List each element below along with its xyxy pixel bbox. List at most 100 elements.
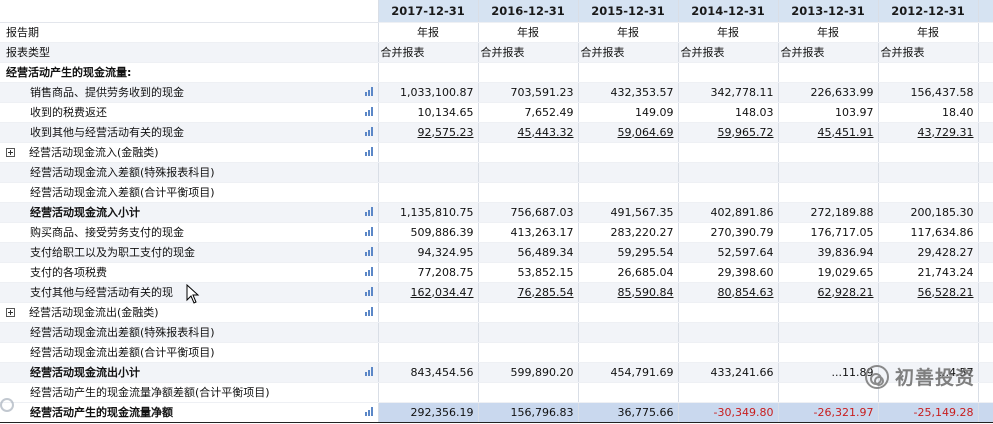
overflow-cell bbox=[978, 302, 993, 323]
row-label: 购买商品、接受劳务支付的现金 bbox=[0, 222, 360, 243]
bar-chart-icon[interactable] bbox=[364, 226, 373, 236]
value-text: 36,775.66 bbox=[617, 405, 674, 419]
table-row[interactable]: 经营活动现金流出小计 843,454.56 599,890.20 454,791.69… bbox=[0, 362, 993, 383]
value-cell: 283,220.27 bbox=[578, 222, 679, 243]
value-text[interactable]: 59,965.72 bbox=[717, 125, 774, 139]
value-cell: 156,437.58 bbox=[878, 82, 979, 103]
value-text[interactable]: 92,575.23 bbox=[417, 125, 474, 139]
value-text[interactable]: 62,928.21 bbox=[817, 285, 874, 299]
value-cell: 45,451.91 bbox=[778, 122, 879, 143]
value-cell: -25,149.28 bbox=[878, 401, 979, 423]
table-row[interactable]: 经营活动现金流入差额(合计平衡项目) bbox=[0, 182, 993, 203]
report-period-value: 年报 bbox=[478, 22, 579, 43]
value-text: 283,220.27 bbox=[610, 225, 674, 239]
report-type-label: 报表类型 bbox=[0, 42, 360, 63]
bar-chart-icon[interactable] bbox=[364, 306, 373, 316]
chart-cell bbox=[360, 162, 379, 183]
overflow-cell bbox=[978, 362, 993, 383]
value-text: -30,349.80 bbox=[713, 405, 774, 419]
row-label: 经营活动现金流入差额(合计平衡项目) bbox=[0, 182, 360, 203]
value-text: 756,687.03 bbox=[510, 205, 574, 219]
row-label-text: 经营活动现金流出小计 bbox=[30, 366, 140, 379]
table-row[interactable]: 销售商品、提供劳务收到的现金 1,033,100.87 703,591.23 432,… bbox=[0, 82, 993, 103]
year-header[interactable]: 2014-12-31 bbox=[678, 0, 779, 23]
value-cell bbox=[878, 142, 979, 163]
value-cell bbox=[578, 382, 679, 403]
table-row[interactable]: 购买商品、接受劳务支付的现金 509,886.39 413,263.17 283,22… bbox=[0, 222, 993, 243]
net-cash-flow-row[interactable]: 经营活动产生的现金流量净额 292,356.19 156,796.83 36,775.… bbox=[0, 401, 993, 423]
value-text: 156,796.83 bbox=[510, 405, 574, 419]
year-header[interactable]: 2015-12-31 bbox=[578, 0, 679, 23]
value-text: 599,890.20 bbox=[510, 365, 574, 379]
value-cell: 756,687.03 bbox=[478, 202, 579, 223]
bar-chart-icon[interactable] bbox=[364, 146, 373, 156]
bar-chart-icon[interactable] bbox=[364, 366, 373, 376]
value-cell: 80,854.63 bbox=[678, 282, 779, 303]
value-cell: 156,796.83 bbox=[478, 401, 579, 423]
row-label: 经营活动现金流入小计 bbox=[0, 202, 360, 223]
value-text[interactable]: 85,590.84 bbox=[617, 285, 674, 299]
year-header[interactable]: 2013-12-31 bbox=[778, 0, 879, 23]
row-label-text: 支付其他与经营活动有关的现 bbox=[30, 286, 173, 299]
table-row[interactable]: 经营活动产生的现金流量净额差额(合计平衡项目) bbox=[0, 382, 993, 403]
row-label-text: 经营活动产生的现金流量净额 bbox=[30, 406, 173, 419]
table-row[interactable]: 经营活动现金流入差额(特殊报表科目) bbox=[0, 162, 993, 183]
value-cell: 10,134.65 bbox=[378, 102, 479, 123]
overflow-cell bbox=[978, 282, 993, 303]
value-cell bbox=[378, 162, 479, 183]
table-row[interactable]: 支付的各项税费 77,208.75 53,852.15 26,685.04 29,398… bbox=[0, 262, 993, 283]
value-text[interactable]: 45,451.91 bbox=[817, 125, 874, 139]
table-row[interactable]: 经营活动现金流入小计 1,135,810.75 756,687.03 491,567.… bbox=[0, 202, 993, 223]
value-text: 59,295.54 bbox=[617, 245, 674, 259]
table-row[interactable]: 支付其他与经营活动有关的现 162,034.47 76,285.54 85,590.8… bbox=[0, 282, 993, 303]
bar-chart-icon[interactable] bbox=[364, 86, 373, 96]
value-text: 103.97 bbox=[835, 105, 874, 119]
value-text[interactable]: 56,528.21 bbox=[917, 285, 974, 299]
value-cell bbox=[778, 342, 879, 363]
table-row[interactable]: 支付给职工以及为职工支付的现金 94,324.95 56,489.34 59,295.… bbox=[0, 242, 993, 263]
table-row[interactable]: 经营活动现金流出差额(特殊报表科目) bbox=[0, 322, 993, 343]
row-label-text: 支付给职工以及为职工支付的现金 bbox=[30, 246, 195, 259]
value-text[interactable]: 76,285.54 bbox=[517, 285, 574, 299]
bar-chart-icon[interactable] bbox=[364, 246, 373, 256]
report-period-label: 报告期 bbox=[0, 22, 360, 43]
table-row[interactable]: 经营活动现金流出差额(合计平衡项目) bbox=[0, 342, 993, 363]
value-text[interactable]: 59,064.69 bbox=[617, 125, 674, 139]
value-text[interactable]: 80,854.63 bbox=[717, 285, 774, 299]
bar-chart-icon[interactable] bbox=[364, 266, 373, 276]
row-label: 经营活动产生的现金流量净额 bbox=[0, 401, 360, 423]
table-row[interactable]: 收到的税费返还 10,134.65 7,652.49 149.09 148.03 103.… bbox=[0, 102, 993, 123]
bar-chart-icon[interactable] bbox=[364, 106, 373, 116]
table-row[interactable]: 收到其他与经营活动有关的现金 92,575.23 45,443.32 59,064.6… bbox=[0, 122, 993, 143]
value-text[interactable]: 45,443.32 bbox=[517, 125, 574, 139]
expand-plus-icon[interactable] bbox=[6, 308, 15, 317]
year-header[interactable]: 2017-12-31 bbox=[378, 0, 479, 23]
report-period-value: 年报 bbox=[578, 22, 679, 43]
value-text[interactable]: 43,729.31 bbox=[917, 125, 974, 139]
value-text[interactable]: 162,034.47 bbox=[410, 285, 474, 299]
bar-chart-icon[interactable] bbox=[364, 286, 373, 296]
table-row[interactable]: 经营活动现金流入(金融类) bbox=[0, 142, 993, 163]
bar-chart-icon[interactable] bbox=[364, 406, 373, 416]
value-text: ...4.57 bbox=[938, 365, 974, 379]
year-header[interactable]: 2016-12-31 bbox=[478, 0, 579, 23]
value-text: 148.03 bbox=[735, 105, 774, 119]
value-cell: 26,685.04 bbox=[578, 262, 679, 283]
value-text: 77,208.75 bbox=[417, 265, 474, 279]
bar-chart-icon[interactable] bbox=[364, 206, 373, 216]
value-cell: 56,528.21 bbox=[878, 282, 979, 303]
overflow-cell bbox=[978, 122, 993, 143]
value-cell: 7,652.49 bbox=[478, 102, 579, 123]
value-cell: 43,729.31 bbox=[878, 122, 979, 143]
year-header[interactable]: 2012-12-31 bbox=[878, 0, 979, 23]
table-row[interactable]: 经营活动现金流出(金融类) bbox=[0, 302, 993, 323]
expand-plus-icon[interactable] bbox=[6, 148, 15, 157]
report-type-value: 合并报表 bbox=[478, 42, 579, 63]
empty-cell bbox=[578, 62, 679, 83]
chart-cell bbox=[360, 401, 379, 423]
bar-chart-icon[interactable] bbox=[364, 126, 373, 136]
value-cell: 36,775.66 bbox=[578, 401, 679, 423]
value-cell bbox=[778, 162, 879, 183]
value-text: 52,597.64 bbox=[717, 245, 774, 259]
value-text: 843,454.56 bbox=[410, 365, 474, 379]
